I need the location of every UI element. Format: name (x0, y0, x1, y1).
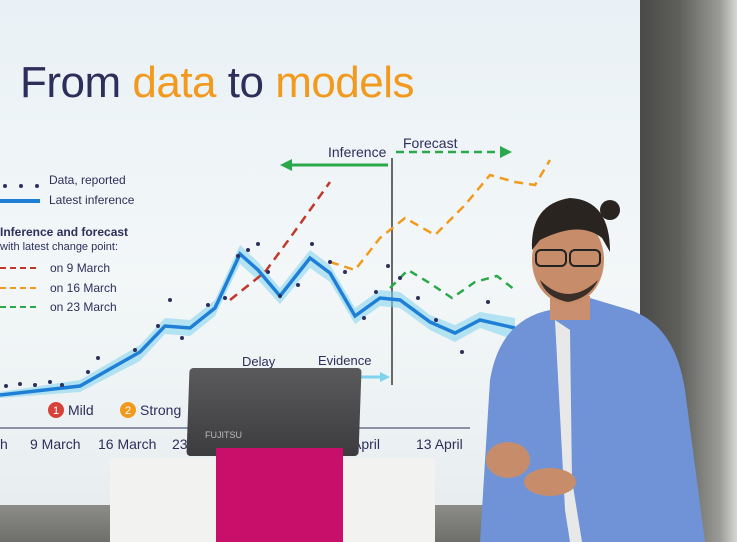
legend-16march: on 16 March (50, 281, 117, 295)
inference-label: Inference (328, 144, 387, 160)
data-point (343, 270, 347, 274)
x-tick: 16 March (98, 436, 156, 452)
reported-data-points (4, 242, 490, 388)
legend-heading: Inference and forecast (0, 225, 128, 239)
data-point (206, 303, 210, 307)
x-tick: 13 April (416, 436, 463, 452)
data-point (86, 370, 90, 374)
presenter-shirt (480, 298, 705, 542)
data-point (266, 270, 270, 274)
presenter-lanyard (555, 320, 582, 542)
data-point (460, 350, 464, 354)
data-point (486, 300, 490, 304)
presenter-hand (486, 442, 530, 478)
data-point (328, 260, 332, 264)
data-point (374, 290, 378, 294)
data-point (434, 318, 438, 322)
legend-dot (19, 184, 23, 188)
data-point (278, 294, 282, 298)
laptop-brand: FUJITSU (205, 430, 242, 440)
forecast-arrow-head (500, 146, 512, 158)
strong-badge-number: 2 (125, 405, 131, 417)
legend-9march: on 9 March (50, 261, 110, 275)
title-highlight-models: models (275, 58, 415, 107)
data-point (236, 254, 240, 258)
presenter-hair (531, 198, 610, 252)
evidence-arrow-head (380, 372, 390, 382)
presenter-face (532, 216, 604, 304)
data-point (33, 383, 37, 387)
mild-label: Mild (68, 402, 94, 418)
data-point (310, 242, 314, 246)
data-point (180, 336, 184, 340)
strong-label: Strong (140, 402, 181, 418)
inference-arrow-head (280, 159, 292, 171)
data-point (4, 384, 8, 388)
legend-23march: on 23 March (50, 300, 117, 314)
presenter-hand (524, 468, 576, 496)
data-point (18, 382, 22, 386)
legend-dot (35, 184, 39, 188)
data-point (256, 242, 260, 246)
data-point (362, 316, 366, 320)
legend-latest-inference: Latest inference (49, 193, 135, 207)
forecast-23march-line (389, 268, 516, 300)
slide-title: From data to models (20, 58, 415, 107)
legend-data-reported: Data, reported (49, 173, 126, 187)
delay-label: Delay (242, 354, 276, 369)
forecast-9march-line (229, 181, 332, 301)
data-point (223, 296, 227, 300)
mild-badge-number: 1 (53, 405, 59, 417)
forecast-16march-line (329, 159, 552, 272)
data-point (60, 383, 64, 387)
presenter-beard (540, 280, 598, 302)
latest-inference-line (0, 251, 516, 397)
evidence-label: Evidence (318, 353, 371, 368)
strong-badge (120, 402, 136, 418)
data-point (416, 296, 420, 300)
presenter (480, 198, 705, 542)
forecast-label: Forecast (403, 135, 458, 151)
x-tick: h (0, 436, 8, 452)
title-highlight-data: data (132, 58, 217, 107)
presenter-hair-bun (600, 200, 620, 220)
glasses-icon (569, 249, 601, 267)
mild-badge (48, 402, 64, 418)
data-point (246, 248, 250, 252)
data-point (168, 298, 172, 302)
data-point (296, 283, 300, 287)
data-point (398, 276, 402, 280)
laptop (186, 368, 362, 456)
data-point (96, 356, 100, 360)
glasses-icon (535, 249, 567, 267)
x-tick: 9 March (30, 436, 81, 452)
data-point (48, 380, 52, 384)
data-point (156, 324, 160, 328)
legend-dot (3, 184, 7, 188)
legend: Data, reported Latest inference Inferenc… (0, 173, 135, 314)
data-point (386, 264, 390, 268)
legend-subheading: with latest change point: (0, 241, 118, 253)
data-point (133, 348, 137, 352)
podium-panel (216, 448, 343, 542)
